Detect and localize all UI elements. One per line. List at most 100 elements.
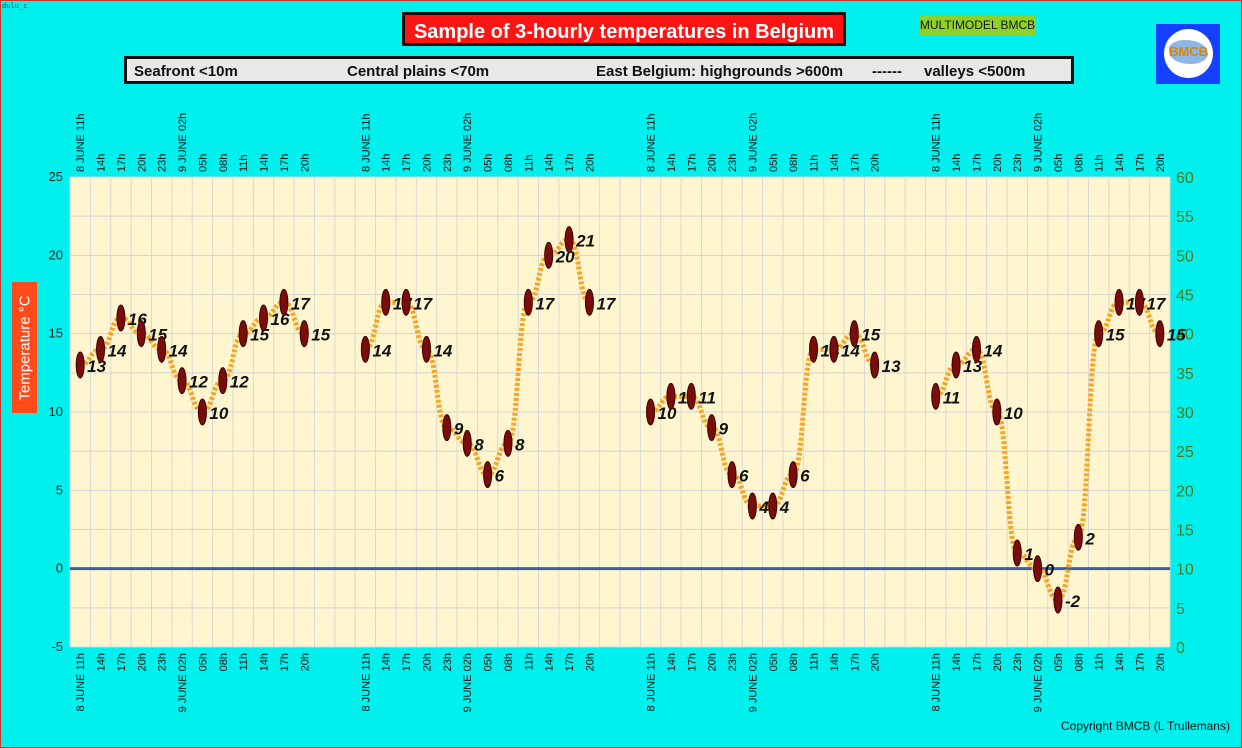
x-tick-label-bottom: 20h <box>136 653 148 671</box>
data-label: 14 <box>983 341 1002 360</box>
x-tick-label-top: 20h <box>584 154 596 172</box>
x-tick-label-top: 20h <box>299 154 311 172</box>
data-point <box>1033 555 1043 583</box>
data-point <box>299 320 309 348</box>
x-tick-label-top: 17h <box>849 154 861 172</box>
x-tick-label-top: 08h <box>1073 154 1085 172</box>
x-tick-label-bottom: 8 JUNE 11h <box>931 653 943 712</box>
data-point <box>788 461 798 489</box>
x-tick-label-bottom: 14h <box>259 653 271 671</box>
data-point <box>1073 523 1083 551</box>
x-tick-label-top: 17h <box>686 154 698 172</box>
x-tick-label-bottom: 14h <box>381 653 393 671</box>
data-point <box>584 288 594 316</box>
data-point <box>646 398 656 426</box>
x-tick-label-top: 14h <box>544 154 556 172</box>
x-tick-label-bottom: 20h <box>1155 653 1167 671</box>
x-tick-label-bottom: 20h <box>421 653 433 671</box>
x-tick-label-bottom: 17h <box>116 653 128 671</box>
y-tick-label: 20 <box>49 247 63 262</box>
x-tick-label-bottom: 05h <box>483 653 495 671</box>
data-label: 10 <box>658 404 677 423</box>
data-label: 2 <box>1084 529 1095 548</box>
x-tick-label-bottom: 9 JUNE 02h <box>177 653 189 712</box>
data-label: 17 <box>413 294 433 313</box>
data-point <box>96 335 106 363</box>
x-tick-label-bottom: 23h <box>157 653 169 671</box>
data-point <box>421 335 431 363</box>
corner-text: dulu_c <box>2 2 28 10</box>
x-tick-label-bottom: 8 JUNE 11h <box>646 653 658 712</box>
x-tick-label-bottom: 17h <box>1134 653 1146 671</box>
data-label: 14 <box>372 341 391 360</box>
x-tick-label-top: 23h <box>442 154 454 172</box>
data-point <box>951 351 961 379</box>
chart-title: Sample of 3-hourly temperatures in Belgi… <box>402 12 846 46</box>
data-label: 14 <box>433 341 452 360</box>
x-tick-label-bottom: 20h <box>870 653 882 671</box>
data-label: 1 <box>1024 545 1033 564</box>
data-point <box>686 382 696 410</box>
data-point <box>971 335 981 363</box>
data-label: 15 <box>250 326 269 345</box>
x-tick-label-top: 11h <box>1094 154 1106 172</box>
data-label: 8 <box>515 435 525 454</box>
data-label: 17 <box>291 294 311 313</box>
x-tick-label-top: 20h <box>707 154 719 172</box>
legend-seafront: Seafront <10m <box>134 63 238 80</box>
data-point <box>544 241 554 269</box>
x-tick-label-top: 20h <box>136 154 148 172</box>
data-label: 4 <box>758 498 769 517</box>
x-tick-label-top: 9 JUNE 02h <box>747 113 759 172</box>
logo-circle: BMCB <box>1164 29 1213 78</box>
data-point <box>381 288 391 316</box>
data-label: 16 <box>271 310 290 329</box>
data-label: 6 <box>800 467 810 486</box>
x-tick-label-top: 17h <box>1134 154 1146 172</box>
y2-tick-label: 40 <box>1176 327 1194 344</box>
x-tick-label-top: 14h <box>829 154 841 172</box>
x-tick-label-bottom: 20h <box>299 653 311 671</box>
x-tick-label-bottom: 17h <box>564 653 576 671</box>
data-label: 20 <box>555 247 575 266</box>
data-label: 12 <box>230 373 249 392</box>
data-point <box>177 367 187 395</box>
x-tick-label-top: 14h <box>951 154 963 172</box>
y2-tick-label: 25 <box>1176 444 1194 461</box>
data-point <box>503 429 513 457</box>
x-tick-label-bottom: 14h <box>951 653 963 671</box>
data-point <box>116 304 126 332</box>
data-label: 14 <box>841 341 860 360</box>
data-label: 15 <box>1106 326 1125 345</box>
data-point <box>1053 586 1063 614</box>
x-tick-label-bottom: 11h <box>238 653 250 671</box>
data-point <box>401 288 411 316</box>
logo-text: BMCB <box>1169 44 1208 59</box>
x-tick-label-bottom: 17h <box>401 653 413 671</box>
data-point <box>931 382 941 410</box>
x-tick-label-bottom: 20h <box>992 653 1004 671</box>
x-tick-label-bottom: 05h <box>768 653 780 671</box>
x-tick-label-top: 20h <box>870 154 882 172</box>
x-tick-label-bottom: 05h <box>197 653 209 671</box>
data-point <box>707 414 717 442</box>
data-point <box>747 492 757 520</box>
data-point <box>197 398 207 426</box>
x-tick-label-top: 11h <box>809 154 821 172</box>
y2-tick-label: 20 <box>1176 483 1194 500</box>
data-point <box>564 226 574 254</box>
x-tick-label-bottom: 14h <box>829 653 841 671</box>
x-tick-label-top: 14h <box>259 154 271 172</box>
data-label: 9 <box>719 420 729 439</box>
x-tick-label-top: 23h <box>1012 154 1024 172</box>
x-tick-label-bottom: 23h <box>1012 653 1024 671</box>
y-tick-label: 10 <box>49 404 63 419</box>
x-tick-label-bottom: 11h <box>1094 653 1106 671</box>
data-point <box>1094 320 1104 348</box>
data-point <box>1155 320 1165 348</box>
x-tick-label-top: 20h <box>1155 154 1167 172</box>
data-point <box>849 320 859 348</box>
data-label: 6 <box>739 467 749 486</box>
y2-tick-label: 30 <box>1176 405 1194 422</box>
x-tick-label-top: 14h <box>96 154 108 172</box>
